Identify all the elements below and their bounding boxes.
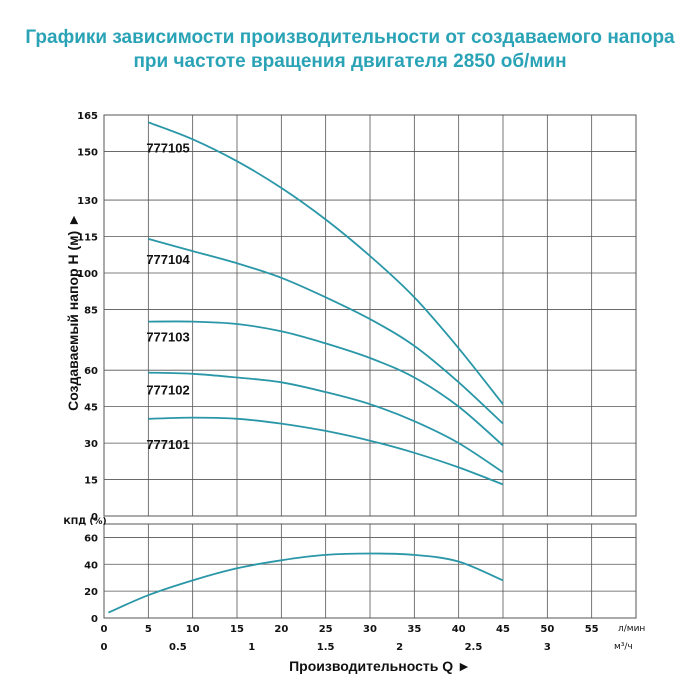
series-label: 777104 bbox=[146, 252, 190, 267]
y-tick-label: 165 bbox=[77, 111, 98, 122]
x-tick-label: 45 bbox=[496, 624, 510, 635]
x-tick-label: 0 bbox=[101, 624, 108, 635]
y-tick-label: 15 bbox=[84, 476, 98, 487]
x-tick-label: 20 bbox=[274, 624, 288, 635]
head-curve-777104 bbox=[148, 238, 504, 425]
x-tick-label: 15 bbox=[230, 624, 244, 635]
x-tick-label: 5 bbox=[145, 624, 152, 635]
x-tick-label: 30 bbox=[363, 624, 377, 635]
efficiency-tick-label: 40 bbox=[84, 560, 98, 571]
x-tick-label-m3h: 2.5 bbox=[465, 642, 483, 653]
x-unit-lpm: л/мин bbox=[618, 624, 645, 634]
x-tick-label-m3h: 1.5 bbox=[317, 642, 335, 653]
efficiency-tick-label: 20 bbox=[84, 587, 98, 598]
x-tick-label: 25 bbox=[319, 624, 333, 635]
y-tick-label: 130 bbox=[77, 196, 98, 207]
chart-curves bbox=[108, 121, 504, 614]
head-curve-777105 bbox=[147, 121, 504, 405]
y-tick-label: 60 bbox=[84, 366, 98, 377]
chart-title-line-1: Графики зависимости производительности о… bbox=[25, 27, 675, 48]
y-tick-label: 0 bbox=[91, 512, 98, 523]
efficiency-tick-label: 0 bbox=[91, 614, 98, 625]
x-tick-label: 50 bbox=[540, 624, 554, 635]
series-label: 777103 bbox=[146, 330, 189, 345]
x-unit-m3h: м³/ч bbox=[614, 642, 633, 652]
x-tick-label: 10 bbox=[186, 624, 200, 635]
y-tick-label: 150 bbox=[77, 147, 98, 158]
x-tick-label-m3h: 0 bbox=[101, 642, 108, 653]
head-curve-777102 bbox=[148, 371, 504, 474]
y-tick-label: 115 bbox=[77, 233, 98, 244]
y-tick-label: 30 bbox=[84, 439, 98, 450]
x-tick-label-m3h: 2 bbox=[396, 642, 403, 653]
chart-title-line-2: при частоте вращения двигателя 2850 об/м… bbox=[133, 51, 567, 72]
x-tick-label: 40 bbox=[452, 624, 466, 635]
y-tick-label: 85 bbox=[84, 305, 98, 316]
x-tick-label: 55 bbox=[585, 624, 599, 635]
series-label: 777105 bbox=[146, 140, 189, 155]
x-tick-label: 35 bbox=[407, 624, 421, 635]
efficiency-chart-grid bbox=[103, 523, 637, 619]
head-curve-777101 bbox=[148, 416, 504, 486]
y-tick-label: 100 bbox=[77, 269, 98, 280]
head-curve-777103 bbox=[148, 320, 504, 447]
y-axis-title: Создаваемый напор H (м) ► bbox=[65, 213, 81, 411]
efficiency-tick-label: 60 bbox=[84, 533, 98, 544]
head-chart-grid bbox=[103, 114, 637, 517]
y-tick-label: 45 bbox=[84, 403, 98, 414]
efficiency-curve bbox=[108, 552, 504, 614]
x-tick-label-m3h: 1 bbox=[248, 642, 255, 653]
x-tick-label-m3h: 3 bbox=[544, 642, 551, 653]
efficiency-axis-title: КПД (%) bbox=[63, 517, 106, 527]
series-label: 777102 bbox=[146, 383, 189, 398]
x-tick-label-m3h: 0.5 bbox=[169, 642, 187, 653]
x-axis-title: Производительность Q ► bbox=[289, 658, 471, 674]
series-label: 777101 bbox=[146, 437, 189, 452]
